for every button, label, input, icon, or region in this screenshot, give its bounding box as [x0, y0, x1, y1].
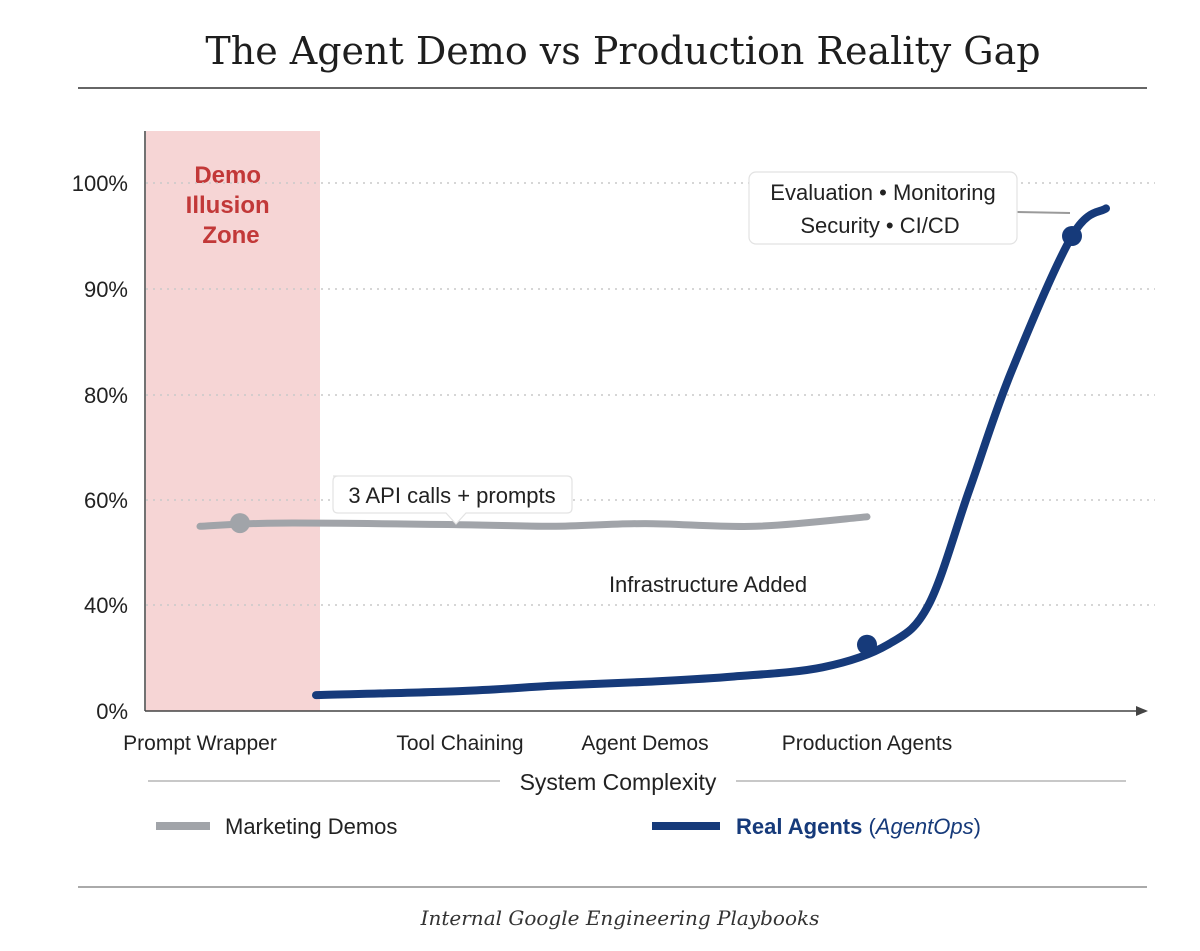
legend-label-real-open: ( — [862, 814, 876, 839]
x-axis-arrow — [1136, 706, 1148, 716]
legend-label-real-sub: AgentOps — [874, 814, 974, 839]
series-lines — [196, 204, 1110, 700]
x-axis-label: System Complexity — [520, 769, 717, 795]
legend-label-marketing: Marketing Demos — [225, 814, 397, 839]
x-tick-label: Tool Chaining — [396, 732, 523, 755]
chart-title: The Agent Demo vs Production Reality Gap — [205, 29, 1040, 73]
real-agents-point — [857, 634, 877, 655]
footer-source: Internal Google Engineering Playbooks — [420, 906, 820, 930]
real-agents-point — [1062, 226, 1082, 246]
y-tick-label: 100% — [72, 171, 128, 196]
annotation-infrastructure-text: Infrastructure Added — [609, 572, 807, 597]
zone-label-line-3: Zone — [202, 222, 259, 249]
y-tick-label: 0% — [96, 699, 128, 724]
marketing-demos-point — [230, 513, 250, 534]
x-tick-labels: Prompt Wrapper Tool Chaining Agent Demos Pr… — [123, 732, 952, 755]
y-tick-label: 60% — [84, 488, 128, 513]
annotation-infrastructure: Infrastructure Added — [596, 567, 818, 601]
y-tick-label: 90% — [84, 277, 128, 302]
annotation-evaluation-line-1: Evaluation • Monitoring — [770, 180, 995, 205]
annotation-infrastructure-box — [596, 567, 818, 601]
zone-label: Demo Illusion Zone — [186, 162, 277, 249]
annotation-evaluation: Evaluation • Monitoring Security • CI/CD — [748, 171, 1071, 245]
annotation-api-calls: 3 API calls + prompts — [332, 475, 573, 525]
y-tick-label: 80% — [84, 383, 128, 408]
grid-lines — [146, 182, 1155, 606]
series-line-real-agents — [312, 204, 1110, 700]
legend: Marketing Demos Real Agents (AgentOps) — [156, 814, 981, 839]
legend-label-real-main: Real Agents — [736, 814, 862, 839]
zone-label-line-2: Illusion — [186, 192, 270, 219]
x-tick-label: Agent Demos — [581, 732, 708, 755]
annotation-evaluation-leader — [1016, 211, 1071, 214]
x-tick-label: Production Agents — [782, 732, 952, 755]
zone-label-line-1: Demo — [194, 162, 261, 189]
annotation-api-calls-text: 3 API calls + prompts — [348, 483, 555, 508]
series-line-marketing-demos — [196, 513, 871, 530]
legend-label-real: Real Agents (AgentOps) — [736, 814, 981, 839]
y-tick-label: 40% — [84, 593, 128, 618]
annotation-evaluation-line-2: Security • CI/CD — [800, 213, 959, 238]
annotation-evaluation-box — [748, 171, 1018, 245]
series-markers — [230, 226, 1082, 655]
demo-illusion-zone — [146, 131, 320, 711]
annotation-api-calls-box — [332, 475, 573, 525]
x-tick-label: Prompt Wrapper — [123, 732, 277, 755]
y-tick-labels: 0% 40% 60% 80% 90% 100% — [72, 171, 128, 724]
legend-label-real-close: ) — [974, 814, 981, 839]
